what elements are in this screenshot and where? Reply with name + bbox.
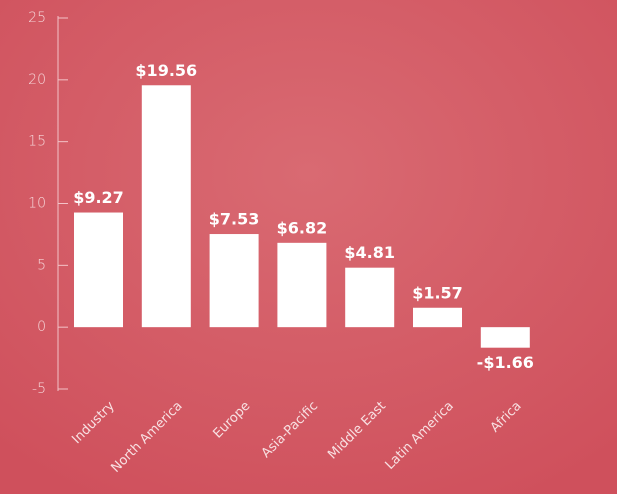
y-tick-label: 25 — [28, 10, 46, 26]
bar — [345, 267, 395, 328]
value-label: $1.57 — [412, 283, 463, 302]
value-label: $7.53 — [209, 210, 260, 229]
y-tick-label: 15 — [28, 134, 46, 150]
value-label: -$1.66 — [477, 353, 534, 372]
bar — [141, 85, 191, 328]
bar — [277, 242, 327, 328]
y-tick-label: 0 — [37, 319, 46, 335]
bar — [74, 212, 123, 328]
value-label: $9.27 — [73, 188, 124, 207]
value-label: $19.56 — [135, 61, 197, 80]
y-tick-label: 10 — [28, 196, 46, 212]
value-label: $4.81 — [344, 243, 395, 262]
y-tick-label: 20 — [28, 72, 46, 88]
bar — [480, 327, 530, 348]
bar — [209, 234, 259, 328]
value-label: $6.82 — [277, 218, 328, 237]
bar — [413, 307, 462, 328]
y-tick-label: -5 — [32, 381, 46, 397]
y-tick-label: 5 — [37, 257, 46, 273]
